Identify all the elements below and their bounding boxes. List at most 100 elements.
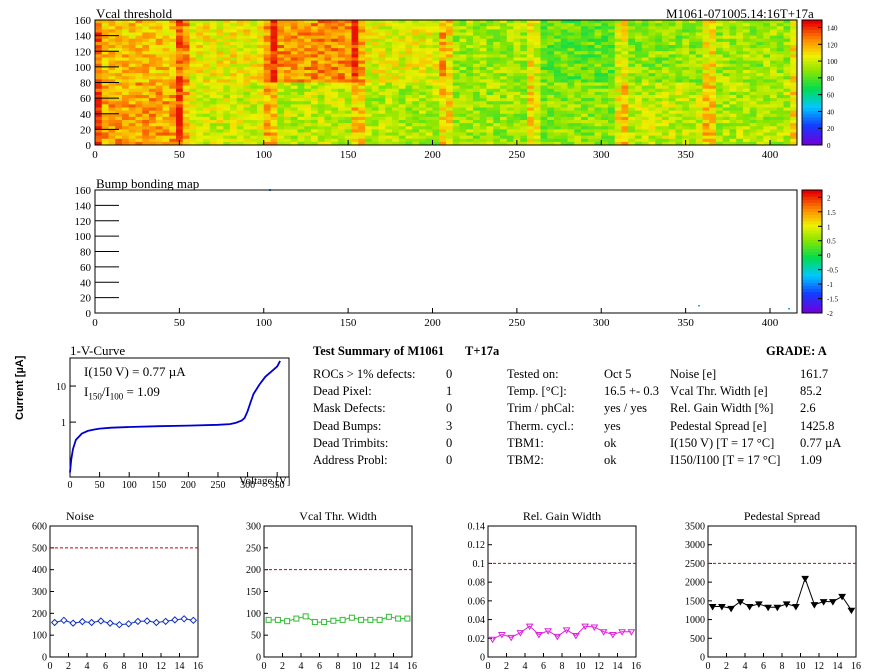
heatmap-cell: [257, 51, 265, 55]
heatmap-cell: [331, 66, 339, 71]
heatmap-cell: [317, 26, 325, 30]
heatmap-cell: [479, 70, 487, 74]
heatmap-cell: [776, 116, 784, 121]
heatmap-cell: [358, 70, 366, 74]
heatmap-cell: [729, 41, 737, 46]
heatmap-cell: [608, 113, 616, 118]
color-scale-segment: [802, 291, 822, 296]
heatmap-cell: [682, 32, 690, 37]
heatmap-cell: [270, 88, 278, 93]
heatmap-cell: [662, 129, 670, 133]
heatmap-cell: [675, 82, 683, 87]
heatmap-cell: [439, 48, 447, 52]
heatmap-cell: [425, 54, 433, 58]
heatmap-cell: [176, 41, 184, 46]
heatmap-cell: [695, 91, 703, 96]
heatmap-cell: [729, 123, 737, 127]
heatmap-cell: [277, 32, 285, 37]
heatmap-cell: [614, 104, 622, 108]
heatmap-cell: [628, 141, 636, 146]
heatmap-cell: [641, 38, 649, 43]
heatmap-cell: [115, 107, 123, 112]
heatmap-cell: [297, 63, 305, 68]
heatmap-cell: [756, 120, 764, 124]
heatmap-cell: [331, 82, 339, 87]
heatmap-cell: [776, 41, 784, 46]
color-scale-segment: [802, 66, 822, 71]
heatmap-cell: [270, 123, 278, 127]
heatmap-cell: [331, 32, 339, 37]
heatmap-cell: [790, 70, 798, 74]
color-scale-segment: [802, 193, 822, 197]
heatmap-cell: [230, 20, 238, 24]
heatmap-cell: [189, 135, 197, 140]
heatmap-cell: [621, 107, 629, 112]
heatmap-cell: [641, 141, 649, 146]
heatmap-cell: [108, 79, 116, 83]
heatmap-cell: [135, 26, 143, 30]
heatmap-cell: [209, 98, 217, 102]
heatmap-cell: [142, 38, 150, 43]
heatmap-cell: [162, 70, 170, 74]
heatmap-cell: [608, 135, 616, 140]
small-chart-x-tick-label: 2: [66, 661, 71, 672]
color-scale-segment: [802, 236, 822, 240]
heatmap-cell: [128, 107, 136, 112]
heatmap-cell: [540, 20, 548, 24]
heatmap-cell: [648, 116, 656, 121]
heatmap-cell: [378, 60, 386, 65]
heatmap-cell: [290, 141, 298, 146]
heatmap-cell: [439, 138, 447, 143]
heatmap-cell: [533, 141, 541, 146]
heatmap-cell: [736, 26, 744, 30]
heatmap-cell: [621, 73, 629, 77]
heatmap-cell: [770, 57, 778, 62]
heatmap-cell: [459, 29, 467, 33]
heatmap-cell: [297, 20, 305, 24]
heatmap-cell: [574, 63, 582, 68]
heatmap-cell: [432, 60, 440, 65]
heatmap-cell: [736, 85, 744, 90]
heatmap-cell: [513, 57, 521, 62]
heatmap-cell: [371, 138, 379, 143]
heatmap-cell: [702, 91, 710, 96]
heatmap-cell: [689, 123, 697, 127]
heatmap-cell: [662, 126, 670, 130]
heatmap-cell: [250, 45, 258, 49]
heatmap-cell: [756, 79, 764, 83]
heatmap-cell: [176, 107, 184, 112]
heatmap-cell: [304, 26, 312, 30]
heatmap-cell: [520, 26, 528, 30]
heatmap-cell: [479, 107, 487, 112]
heatmap-cell: [567, 45, 575, 49]
heatmap-cell: [763, 98, 771, 102]
heatmap-cell: [236, 135, 244, 140]
heatmap-cell: [284, 129, 292, 133]
summary-value: 0: [446, 435, 453, 450]
heatmap-cell: [135, 104, 143, 108]
heatmap-cell: [290, 104, 298, 108]
heatmap-cell: [473, 104, 481, 108]
heatmap-cell: [729, 76, 737, 80]
heatmap-cell: [743, 88, 751, 93]
heatmap-cell: [452, 104, 460, 108]
heatmap-cell: [473, 29, 481, 33]
heatmap-cell: [506, 123, 514, 127]
heatmap-cell: [506, 101, 514, 105]
heatmap-cell: [695, 73, 703, 77]
heatmap-cell: [729, 70, 737, 74]
heatmap-cell: [540, 23, 548, 27]
heatmap-cell: [311, 91, 319, 96]
heatmap-cell: [385, 54, 393, 58]
heatmap-cell: [216, 95, 224, 99]
heatmap-cell: [371, 79, 379, 83]
heatmap-cell: [311, 138, 319, 143]
iv-i150-label: I(150 V) = 0.77 µA: [84, 364, 186, 379]
heatmap-cell: [608, 88, 616, 93]
heatmap-cell: [209, 110, 217, 115]
heatmap-cell: [398, 54, 406, 58]
heatmap-cell: [621, 110, 629, 115]
heatmap-cell: [331, 20, 339, 24]
heatmap-cell: [216, 116, 224, 121]
data-point: [810, 602, 819, 609]
